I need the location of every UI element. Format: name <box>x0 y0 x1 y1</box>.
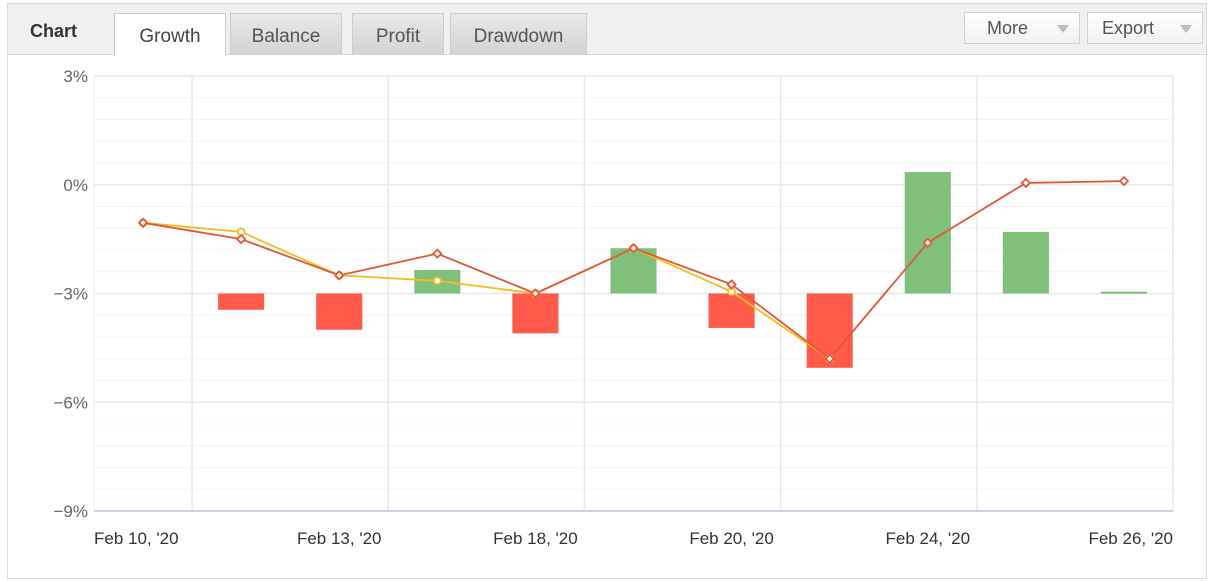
data-point-diamond <box>1118 175 1130 187</box>
tab-growth[interactable]: Growth <box>114 13 226 56</box>
data-point-circle <box>432 276 442 286</box>
data-point-diamond <box>432 248 443 259</box>
y-tick-label: 0% <box>63 176 88 195</box>
more-dropdown[interactable]: More <box>964 12 1080 44</box>
tab-profit[interactable]: Profit <box>352 13 444 55</box>
x-tick-label: Feb 26, '20 <box>1088 529 1173 548</box>
x-tick-label: Feb 20, '20 <box>689 529 774 548</box>
data-point-diamond <box>922 237 934 249</box>
x-tick-label: Feb 10, '20 <box>94 529 179 548</box>
bar <box>512 293 559 334</box>
tab-drawdown[interactable]: Drawdown <box>450 13 587 55</box>
data-point-diamond <box>333 270 345 281</box>
chart-header: Chart Growth Balance Profit Drawdown Mor… <box>8 4 1206 56</box>
chevron-down-icon <box>1180 25 1192 33</box>
bar <box>218 293 265 310</box>
bar <box>316 293 363 330</box>
bar <box>708 293 755 328</box>
data-point-diamond <box>235 233 247 245</box>
x-tick-label: Feb 18, '20 <box>493 529 578 548</box>
export-label: Export <box>1102 18 1155 38</box>
data-point-diamond <box>530 288 541 299</box>
data-point-diamond <box>824 353 835 365</box>
bar <box>1002 231 1049 294</box>
y-tick-label: 3% <box>63 67 88 86</box>
more-label: More <box>987 18 1029 38</box>
chart-label: Chart <box>30 21 78 41</box>
chevron-down-icon <box>1057 25 1069 33</box>
y-tick-label: −3% <box>54 285 89 304</box>
y-tick-label: −9% <box>54 502 89 521</box>
x-tick-label: Feb 13, '20 <box>297 529 382 548</box>
x-tick-label: Feb 24, '20 <box>886 529 971 548</box>
tab-balance[interactable]: Balance <box>230 13 342 55</box>
series-line-2 <box>142 221 831 360</box>
data-point-diamond <box>628 242 639 254</box>
y-tick-label: −6% <box>54 393 89 412</box>
line-series <box>137 175 1130 365</box>
data-point-diamond <box>726 279 737 290</box>
bar <box>1100 291 1148 294</box>
data-point-diamond <box>137 217 149 229</box>
export-dropdown[interactable]: Export <box>1087 12 1203 44</box>
y-axis: 3% 0% −3% −6% −9% <box>54 67 89 521</box>
data-point-diamond <box>1020 177 1032 189</box>
x-axis: Feb 10, '20 Feb 13, '20 Feb 18, '20 Feb 20,… <box>94 529 1173 548</box>
